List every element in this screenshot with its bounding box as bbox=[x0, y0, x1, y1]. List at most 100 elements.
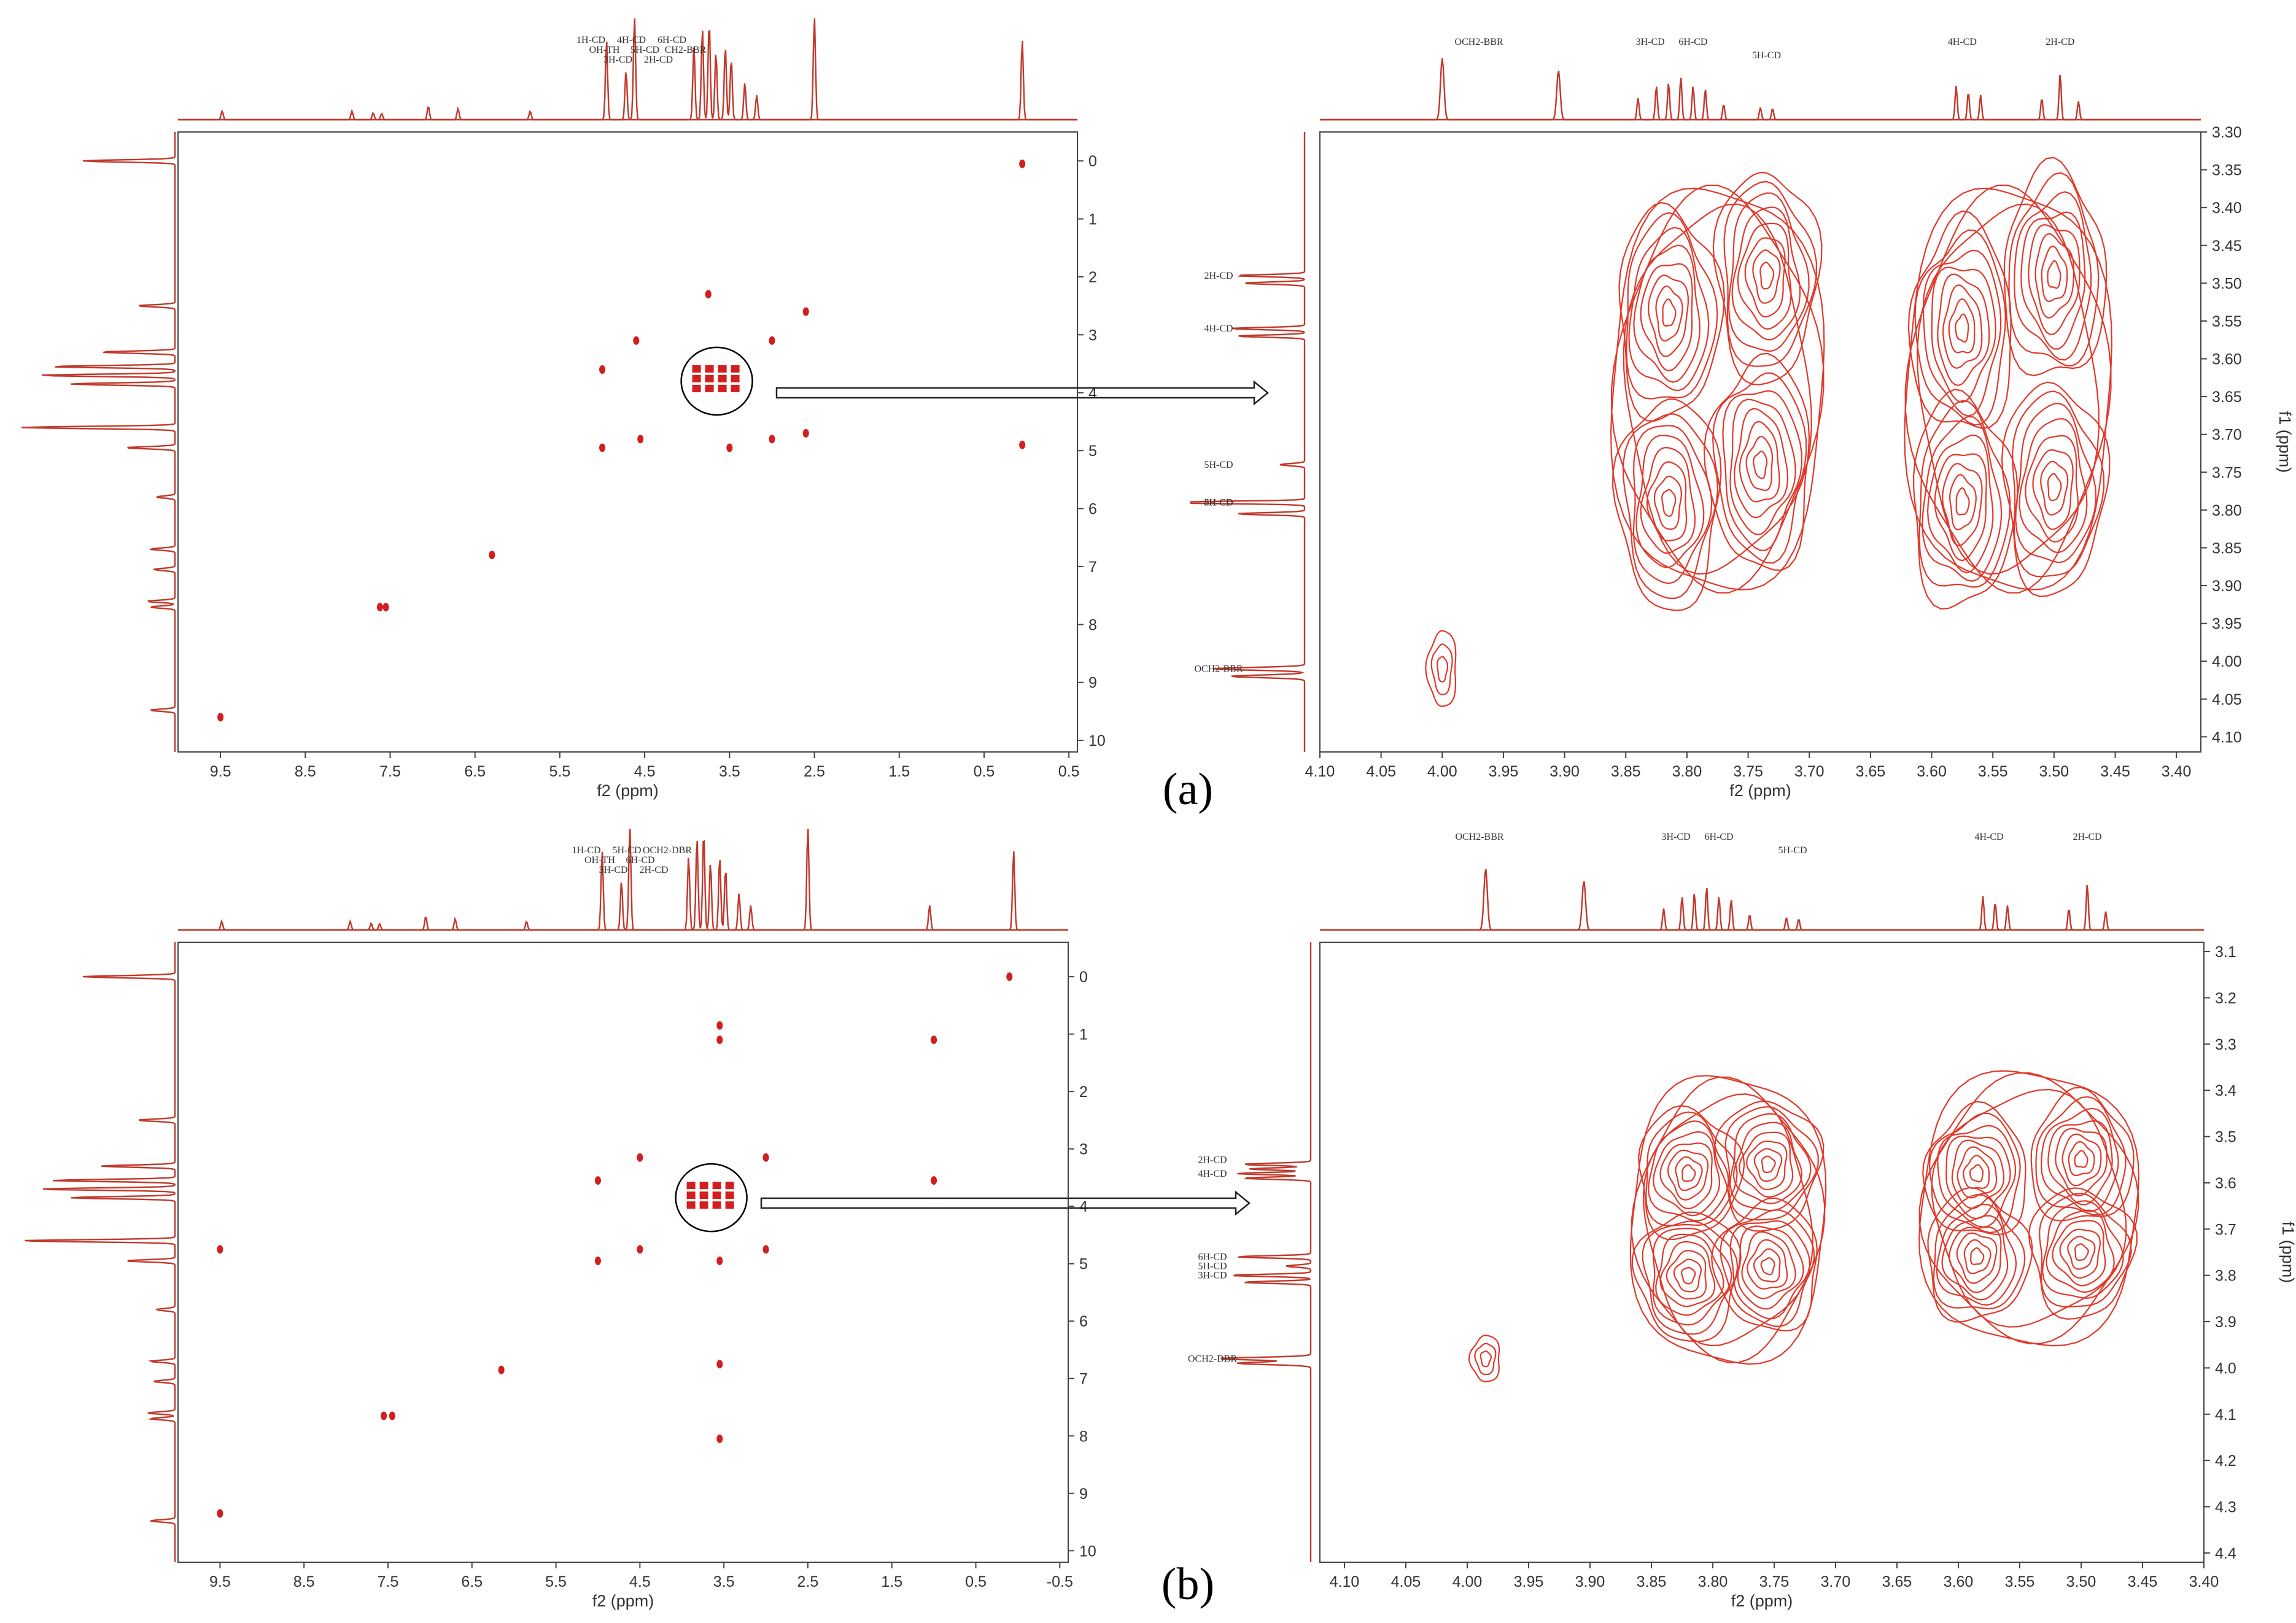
cross-peak bbox=[376, 603, 383, 612]
contour-line bbox=[1662, 298, 1677, 327]
plot-frame bbox=[1319, 942, 2205, 1563]
cross-peak bbox=[686, 1182, 696, 1190]
top-projection-trace bbox=[1320, 58, 2201, 121]
x-axis-title: f2 (ppm) bbox=[1731, 1592, 1793, 1610]
x-tick-label: 4.05 bbox=[1366, 763, 1396, 780]
y-tick-label: 3.3 bbox=[2215, 1036, 2236, 1053]
y-tick-label: 1 bbox=[1088, 211, 1097, 228]
x-tick-label: 3.95 bbox=[1489, 763, 1519, 780]
x-tick-label: 3.60 bbox=[1944, 1573, 1974, 1590]
cross-peak bbox=[725, 1201, 734, 1209]
cross-peak bbox=[699, 1201, 708, 1209]
contour-line bbox=[2047, 260, 2061, 289]
cross-peak bbox=[382, 603, 389, 612]
spectrum-b-full: 9.5 8.5 7.5 6.5 5.5 4.5 3.5 2.5 1.5 0.5 -0.5 f2 (pp… bbox=[25, 828, 1096, 1610]
x-tick-label: 9.5 bbox=[210, 763, 231, 780]
peak-annotation: 5H-CD bbox=[612, 845, 641, 856]
y-tick-label: 10 bbox=[1088, 732, 1106, 750]
peak-annotation: 5H-CD bbox=[1204, 460, 1233, 470]
contour-line bbox=[1918, 400, 2011, 588]
y-tick-label: 7 bbox=[1088, 559, 1097, 576]
contour-line bbox=[2067, 1236, 2096, 1270]
y-tick-label: 4.4 bbox=[2215, 1545, 2236, 1562]
contour-line bbox=[2052, 1220, 2106, 1287]
x-tick-label: 7.5 bbox=[378, 1573, 399, 1590]
contour-line bbox=[1955, 487, 1970, 516]
cross-peak bbox=[686, 1191, 696, 1199]
contour-line bbox=[1753, 451, 1768, 479]
contour-line bbox=[1963, 1239, 1992, 1274]
contour-line bbox=[1611, 398, 1722, 611]
plot-frame bbox=[177, 942, 1069, 1563]
y-tick-label: 3.2 bbox=[2215, 990, 2236, 1007]
y-tick-label: 5 bbox=[1088, 443, 1097, 460]
contour-line bbox=[1739, 1131, 1794, 1198]
x-tick-label: 3.80 bbox=[1672, 763, 1702, 780]
cross-peak bbox=[712, 1191, 721, 1199]
contour-line bbox=[2019, 418, 2088, 554]
y-tick-label: 8 bbox=[1088, 616, 1097, 633]
peak-annotation: 4H-CD bbox=[1948, 37, 1977, 47]
cross-peak bbox=[712, 1182, 721, 1190]
cross-peak bbox=[716, 1021, 723, 1030]
y-tick-label: 3.1 bbox=[2215, 943, 2236, 961]
y-tick-label: 8 bbox=[1079, 1428, 1088, 1445]
contour-line bbox=[1759, 261, 1775, 290]
contour-line bbox=[1926, 435, 1994, 574]
contour-line bbox=[2055, 1128, 2108, 1197]
peak-annotation: 5H-CD bbox=[1778, 845, 1807, 856]
contour-envelope bbox=[1917, 203, 2100, 575]
contour-line bbox=[2015, 403, 2097, 564]
cross-peak bbox=[716, 1360, 723, 1369]
x-tick-label: 3.45 bbox=[2128, 1573, 2158, 1590]
contour-line bbox=[2012, 390, 2105, 578]
x-tick-label: 3.75 bbox=[1733, 763, 1763, 780]
contour-line bbox=[1927, 1187, 2033, 1323]
cross-peak bbox=[705, 365, 714, 373]
x-tick-label: 3.95 bbox=[1514, 1573, 1544, 1590]
contour-line bbox=[1739, 420, 1780, 503]
contour-envelope bbox=[1623, 203, 1812, 575]
contour-line bbox=[1474, 1342, 1497, 1376]
x-tick-label: 6.5 bbox=[461, 1573, 483, 1590]
contour-envelope bbox=[1610, 187, 1825, 591]
cross-peak bbox=[762, 1245, 769, 1254]
contour-line bbox=[1645, 1111, 1738, 1227]
contour-line bbox=[2074, 1150, 2089, 1168]
spectrum-a-full: 9.5 8.5 7.5 6.5 5.5 4.5 3.5 2.5 1.5 0.5 0.5 f2 (ppm… bbox=[21, 18, 1106, 800]
x-tick-label: 3.5 bbox=[713, 1573, 735, 1590]
contour-envelope bbox=[1631, 1076, 1826, 1363]
y-tick-label: 3.5 bbox=[2215, 1129, 2236, 1146]
x-tick-label: 5.5 bbox=[545, 1573, 567, 1590]
plot-frame bbox=[177, 131, 1078, 753]
peak-annotation: OCH2-BBR bbox=[1455, 832, 1503, 842]
cross-peak bbox=[637, 1245, 643, 1254]
y-tick-label: 3.75 bbox=[2212, 464, 2242, 481]
y-tick-label: 4.05 bbox=[2212, 691, 2242, 708]
x-tick-label: -0.5 bbox=[1047, 1573, 1073, 1590]
cross-peak bbox=[725, 1182, 734, 1190]
contour-line bbox=[1744, 237, 1786, 318]
contour-line bbox=[1680, 1266, 1696, 1285]
contour-line bbox=[1640, 263, 1693, 372]
contour-line bbox=[1633, 244, 1701, 383]
contour-line bbox=[2041, 246, 2068, 303]
panel-label-b: (b) bbox=[1162, 1559, 1214, 1609]
cross-peak bbox=[931, 1035, 937, 1044]
contour-line bbox=[1732, 1121, 1803, 1204]
cross-peak bbox=[731, 374, 740, 382]
cross-peak bbox=[633, 336, 640, 345]
contour-line bbox=[1626, 212, 1718, 400]
x-axis-title: f2 (ppm) bbox=[597, 781, 659, 800]
contour-line bbox=[1729, 398, 1796, 535]
contour-line bbox=[1667, 1149, 1709, 1201]
x-tick-label: 3.90 bbox=[1575, 1573, 1605, 1590]
peak-annotation: 2H-CD bbox=[1204, 271, 1233, 281]
cross-peak bbox=[769, 435, 775, 444]
x-tick-label: 7.5 bbox=[379, 763, 401, 780]
y-tick-label: 3.40 bbox=[2212, 199, 2242, 217]
contour-line bbox=[2030, 1087, 2135, 1222]
y-tick-label: 3.7 bbox=[2215, 1221, 2236, 1238]
contour-line bbox=[2040, 460, 2069, 516]
peak-annotation: 6H-CD bbox=[1198, 1252, 1227, 1263]
